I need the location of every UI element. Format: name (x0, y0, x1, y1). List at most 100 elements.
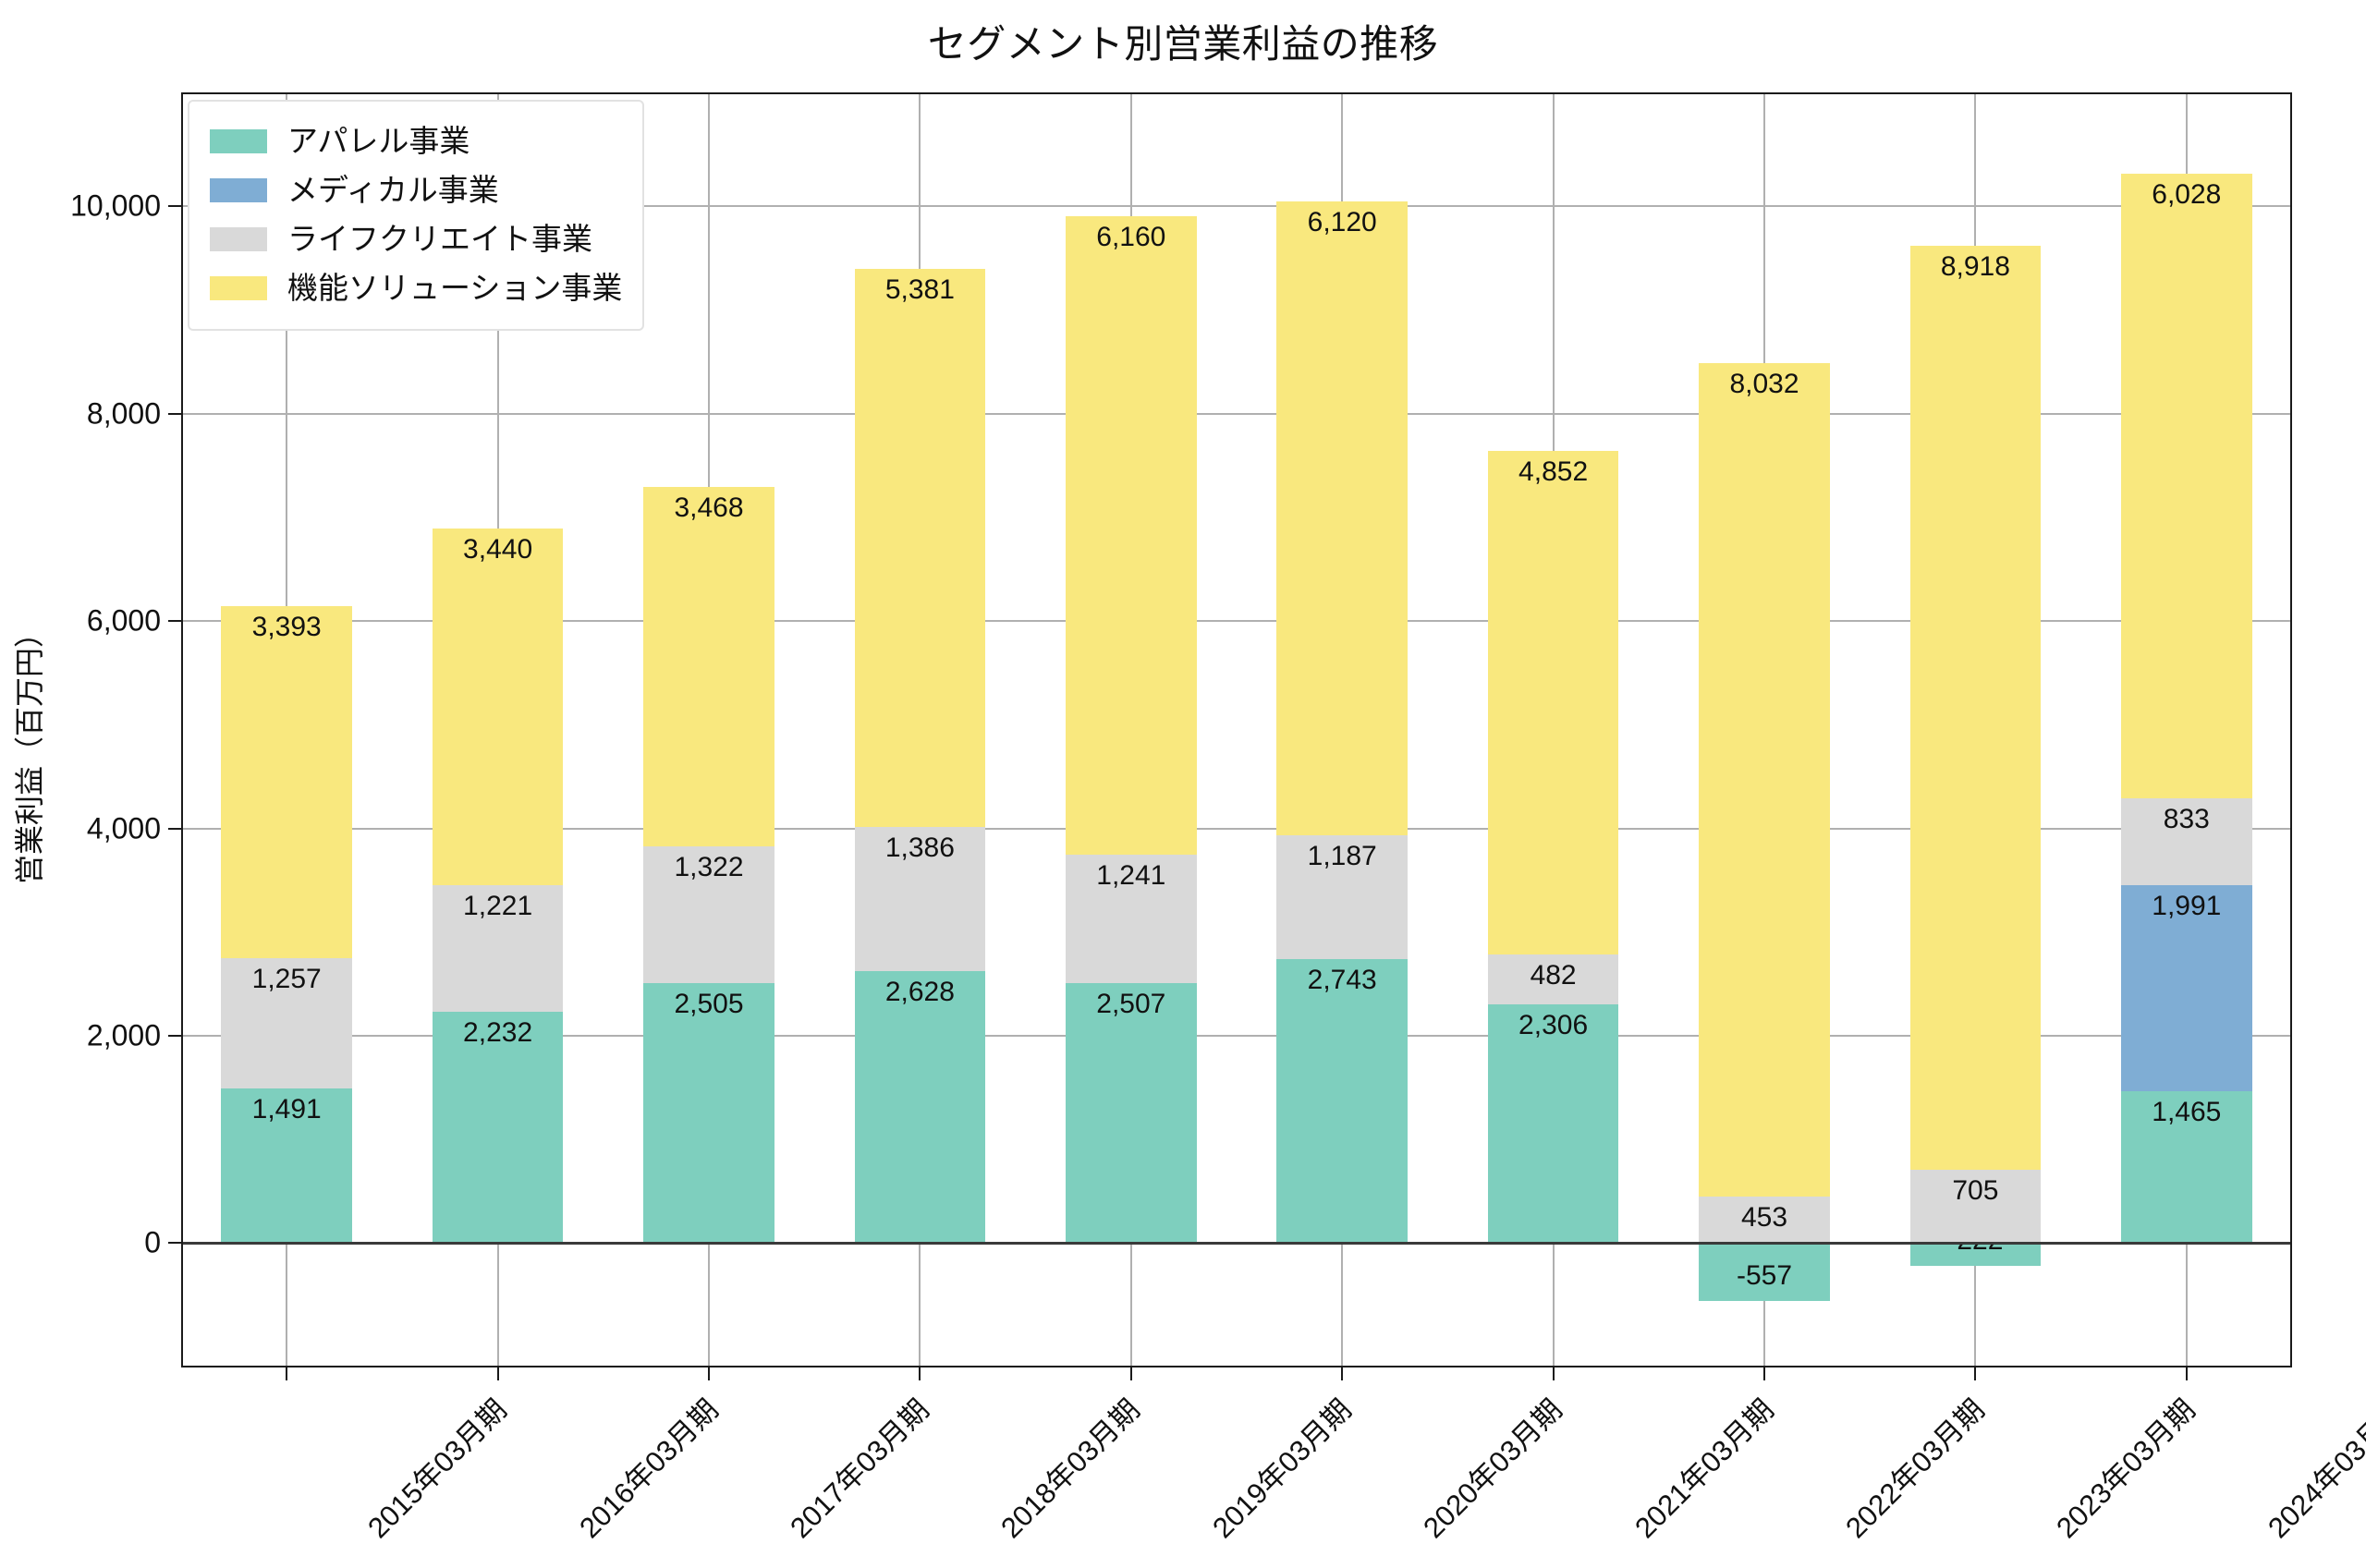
y-axis-tick-label: 4,000 (86, 811, 161, 845)
y-axis-tick-mark (168, 1034, 183, 1037)
bar-value-label: 1,491 (251, 1094, 322, 1125)
legend-item[interactable]: ライフクリエイト事業 (210, 214, 622, 263)
x-axis-tick-label: 2017年03月期 (784, 1392, 935, 1545)
bar-segment[interactable] (1276, 958, 1408, 1244)
bar-segment[interactable] (1699, 1243, 1830, 1301)
x-axis-tick-mark (708, 1367, 710, 1380)
bar-segment[interactable] (221, 606, 352, 959)
x-axis-tick-mark (1763, 1367, 1765, 1380)
bar-segment[interactable] (643, 983, 774, 1244)
bar-segment[interactable] (2120, 798, 2252, 885)
bar-value-label: 482 (1530, 959, 1577, 991)
y-axis-tick-label: 10,000 (70, 188, 161, 223)
x-axis-tick-label: 2024年03月期 (2261, 1392, 2366, 1545)
gridline-horizontal (181, 827, 2292, 830)
legend-item[interactable]: 機能ソリューション事業 (210, 263, 622, 312)
bar-value-label: 2,306 (1518, 1009, 1589, 1040)
x-axis-tick-label: 2018年03月期 (994, 1392, 1147, 1545)
bar-segment[interactable] (1065, 983, 1197, 1244)
bar-segment[interactable] (1276, 835, 1408, 959)
bar-value-label: 1,386 (884, 833, 955, 863)
bar-value-label: 3,393 (251, 612, 322, 643)
bar-value-label: 2,628 (884, 976, 955, 1007)
gridline-horizontal (181, 412, 2292, 415)
bar-value-label: 2,507 (1096, 989, 1166, 1020)
bar-segment[interactable] (221, 1088, 352, 1244)
bar-segment[interactable] (1276, 201, 1408, 836)
y-axis-tick-label: 2,000 (86, 1018, 161, 1052)
bar-segment[interactable] (2120, 173, 2252, 799)
bar-value-label: 1,322 (674, 851, 744, 882)
bar-segment[interactable] (854, 827, 986, 971)
legend-color-swatch (210, 128, 267, 153)
y-axis-tick-mark (168, 827, 183, 830)
bar-value-label: 2,505 (674, 989, 744, 1020)
legend: アパレル事業メディカル事業ライフクリエイト事業 機能ソリューション事業 (188, 100, 645, 331)
x-axis-tick-label: 2019年03月期 (1205, 1392, 1358, 1545)
bar-value-label: 2,743 (1307, 964, 1377, 995)
y-axis-tick-label: 6,000 (86, 603, 161, 638)
bar-value-label: 1,187 (1307, 841, 1377, 872)
bar-segment[interactable] (1487, 1003, 1619, 1244)
bar-value-label: 1,465 (2152, 1097, 2222, 1127)
bar-segment[interactable] (2120, 1091, 2252, 1244)
bar-value-label: 3,468 (674, 492, 744, 523)
x-axis-tick-mark (1129, 1367, 1132, 1380)
legend-item[interactable]: アパレル事業 (210, 116, 622, 165)
y-axis-tick-label: 0 (144, 1225, 161, 1259)
x-axis-tick-mark (496, 1367, 499, 1380)
bar-segment[interactable] (432, 884, 564, 1012)
bar-segment[interactable] (1699, 1196, 1830, 1244)
plot-frame (181, 92, 2292, 1367)
bar-segment[interactable] (643, 486, 774, 846)
bar-segment[interactable] (1699, 363, 1830, 1197)
bar-value-label: 8,032 (1729, 369, 1799, 400)
zero-line (181, 1242, 2292, 1246)
bar-segment[interactable] (1487, 954, 1619, 1004)
bar-segment[interactable] (643, 845, 774, 984)
legend-label: アパレル事業 (287, 124, 470, 158)
x-axis-tick-mark (1552, 1367, 1555, 1380)
legend-color-swatch (210, 226, 267, 251)
bar-value-label: 3,440 (463, 534, 533, 565)
bar-value-label: 1,241 (1096, 859, 1166, 891)
legend-color-swatch (210, 177, 267, 202)
legend-label: ライフクリエイト事業 (287, 222, 592, 256)
bar-segment[interactable] (2120, 884, 2252, 1091)
bar-segment[interactable] (432, 529, 564, 885)
y-axis-tick-mark (168, 620, 183, 623)
bar-segment[interactable] (854, 269, 986, 827)
bar-value-label: 8,918 (1940, 250, 2010, 282)
y-axis-label: 営業利益（百万円） (13, 618, 46, 885)
bar-segment[interactable] (1909, 245, 2042, 1171)
x-axis-tick-label: 2020年03月期 (1417, 1392, 1569, 1545)
bar-value-label: 4,852 (1518, 456, 1589, 488)
legend-item[interactable]: メディカル事業 (210, 165, 622, 214)
y-axis-tick-mark (168, 205, 183, 208)
x-axis-tick-mark (1974, 1367, 1977, 1380)
x-axis-tick-label: 2021年03月期 (1628, 1392, 1780, 1545)
bar-segment[interactable] (1909, 1243, 2042, 1267)
bar-segment[interactable] (221, 958, 352, 1089)
y-axis-tick-label: 8,000 (86, 396, 161, 431)
bar-value-label: 6,160 (1096, 221, 1166, 252)
bar-value-label: 1,257 (251, 964, 322, 995)
bar-value-label: 705 (1952, 1175, 1999, 1207)
bar-value-label: 833 (2163, 804, 2210, 835)
gridline-horizontal (181, 1034, 2292, 1037)
plot-area: 1,491 1,257 3,393 2,232 1,221 3,440 2,505 1,322… (181, 92, 2292, 1367)
x-axis-tick-label: 2023年03月期 (2050, 1392, 2202, 1545)
bar-segment[interactable] (432, 1011, 564, 1244)
x-axis-tick-mark (919, 1367, 921, 1380)
gridline-horizontal (181, 620, 2292, 623)
bar-value-label: 6,120 (1307, 206, 1377, 237)
legend-label: 機能ソリューション事業 (287, 271, 623, 305)
bar-segment[interactable] (1487, 451, 1619, 954)
bar-value-label: 1,221 (463, 890, 533, 921)
bar-segment[interactable] (1909, 1170, 2042, 1244)
bar-segment[interactable] (1065, 215, 1197, 855)
bar-value-label: -557 (1736, 1259, 1793, 1291)
bar-segment[interactable] (1065, 854, 1197, 984)
bar-value-label: 453 (1740, 1201, 1788, 1233)
bar-segment[interactable] (854, 970, 986, 1244)
